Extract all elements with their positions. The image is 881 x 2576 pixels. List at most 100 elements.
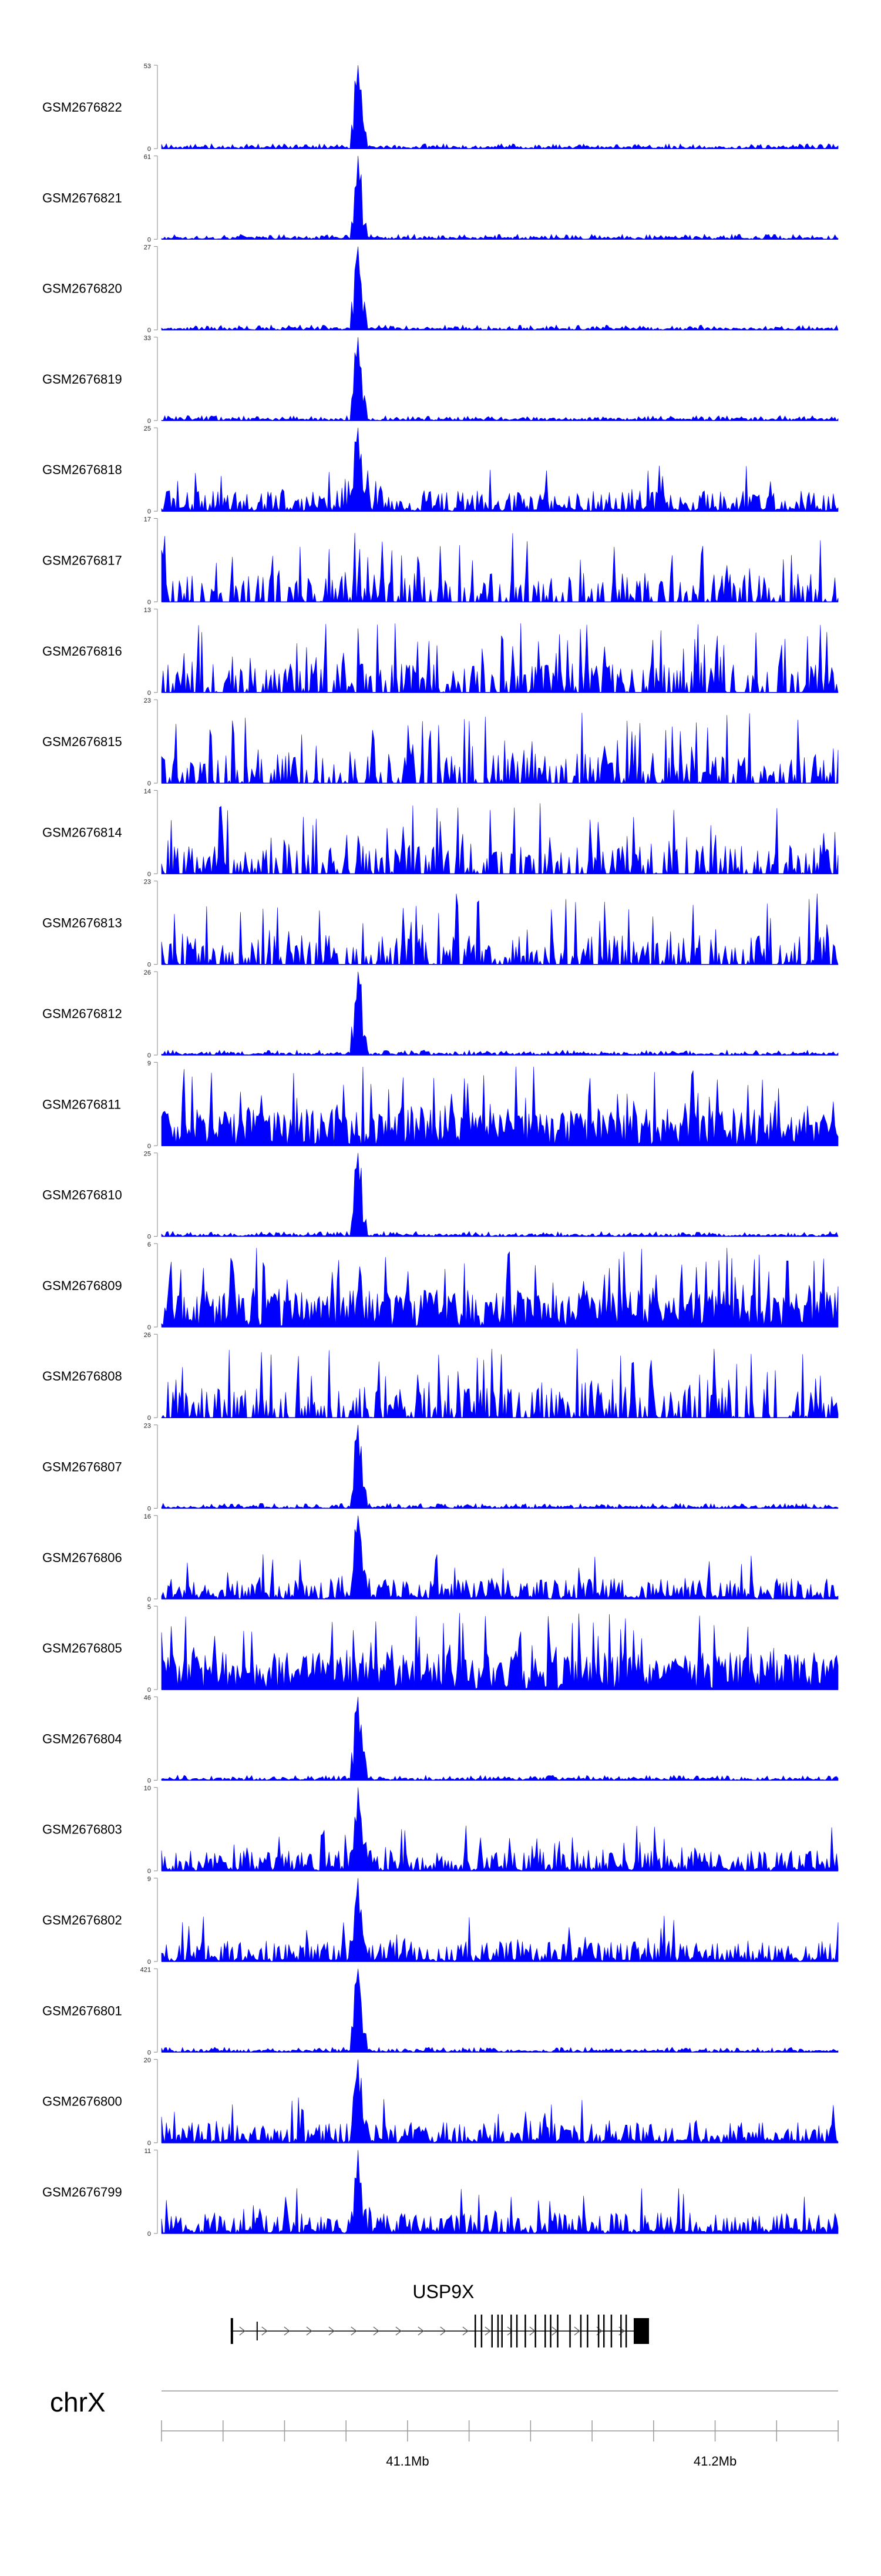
track: GSM2676813 23 0: [42, 879, 839, 969]
track-label: GSM2676801: [42, 2003, 122, 2018]
track-label: GSM2676815: [42, 734, 122, 749]
y-min-tick-label: 0: [147, 146, 151, 153]
y-max-tick-label: 421: [140, 1966, 151, 1973]
exon: [569, 2315, 571, 2347]
y-max-tick-label: 6: [147, 1241, 151, 1248]
track-label: GSM2676822: [42, 100, 122, 115]
strand-arrow: [351, 2326, 357, 2336]
y-min-tick-label: 0: [147, 780, 151, 787]
coverage-signal: [161, 971, 839, 1056]
track: GSM2676802 9 0: [42, 1876, 839, 1966]
y-max-tick-label: 61: [144, 153, 151, 160]
y-max-tick-label: 9: [147, 1060, 151, 1067]
y-max-tick-label: 26: [144, 969, 151, 976]
coverage-signal: [161, 713, 839, 784]
track: GSM2676801 421 0: [42, 1966, 839, 2056]
track: GSM2676805 5 0: [42, 1604, 839, 1694]
y-min-tick-label: 0: [147, 236, 151, 243]
track-label: GSM2676807: [42, 1460, 122, 1475]
track-label: GSM2676818: [42, 462, 122, 477]
track: GSM2676803 10 0: [42, 1785, 839, 1875]
axis-tick-label: 41.2Mb: [694, 2454, 737, 2468]
y-max-tick-label: 53: [144, 63, 151, 70]
coverage-signal: [161, 1425, 839, 1509]
y-max-tick-label: 20: [144, 2057, 151, 2064]
track-label: GSM2676806: [42, 1550, 122, 1565]
track: GSM2676807 23 0: [42, 1423, 839, 1513]
y-max-tick-label: 14: [144, 788, 151, 795]
track: GSM2676818 25 0: [42, 425, 839, 515]
track: GSM2676814 14 0: [42, 788, 839, 878]
y-min-tick-label: 0: [147, 1868, 151, 1875]
exon: [557, 2315, 559, 2347]
exon: [491, 2315, 493, 2347]
y-min-tick-label: 0: [147, 1143, 151, 1150]
coverage-signal: [161, 1613, 839, 1690]
strand-arrow: [440, 2326, 446, 2336]
strand-arrow: [507, 2326, 513, 2336]
coverage-signal: [161, 1787, 839, 1872]
coverage-signal: [161, 2059, 839, 2144]
exon: [524, 2315, 526, 2347]
y-max-tick-label: 17: [144, 516, 151, 523]
y-max-tick-label: 26: [144, 1332, 151, 1339]
strand-arrow: [261, 2326, 268, 2336]
coverage-signal: [161, 1969, 839, 2053]
exon: [256, 2322, 258, 2340]
track: GSM2676804 46 0: [42, 1694, 839, 1784]
coverage-signal: [161, 1066, 839, 1146]
track: GSM2676820 27 0: [42, 244, 839, 334]
y-max-tick-label: 9: [147, 1876, 151, 1883]
strand-arrow: [306, 2326, 312, 2336]
track-label: GSM2676811: [42, 1097, 121, 1111]
track: GSM2676815 23 0: [42, 697, 839, 787]
y-max-tick-label: 23: [144, 879, 151, 886]
y-max-tick-label: 10: [144, 1785, 151, 1792]
track: GSM2676806 16 0: [42, 1513, 839, 1603]
track-label: GSM2676803: [42, 1822, 122, 1837]
coverage-signal: [161, 246, 839, 331]
coverage-signal: [161, 623, 839, 693]
strand-arrow: [373, 2326, 379, 2336]
strand-arrow: [239, 2326, 246, 2336]
y-max-tick-label: 16: [144, 1513, 151, 1520]
track-label: GSM2676808: [42, 1369, 122, 1383]
coverage-signal: [161, 533, 839, 603]
track-label: GSM2676820: [42, 281, 122, 296]
y-min-tick-label: 0: [147, 1777, 151, 1784]
strand-arrow: [395, 2326, 402, 2336]
y-max-tick-label: 13: [144, 607, 151, 614]
track-label: GSM2676814: [42, 825, 122, 839]
exon: [550, 2315, 552, 2347]
y-min-tick-label: 0: [147, 1324, 151, 1331]
track-label: GSM2676810: [42, 1188, 122, 1203]
track-label: GSM2676800: [42, 2094, 122, 2109]
y-max-tick-label: 23: [144, 1423, 151, 1430]
y-max-tick-label: 5: [147, 1604, 151, 1611]
y-max-tick-label: 23: [144, 697, 151, 704]
y-max-tick-label: 11: [144, 2148, 151, 2155]
track: GSM2676800 20 0: [42, 2057, 839, 2147]
exon: [534, 2315, 536, 2347]
track-label: GSM2676802: [42, 1913, 122, 1927]
y-min-tick-label: 0: [147, 690, 151, 697]
track-label: GSM2676819: [42, 372, 122, 387]
strand-arrow: [574, 2326, 580, 2336]
exon: [497, 2315, 499, 2347]
track-label: GSM2676821: [42, 190, 122, 205]
exon: [516, 2315, 518, 2347]
y-min-tick-label: 0: [147, 1506, 151, 1513]
y-min-tick-label: 0: [147, 599, 151, 606]
y-min-tick-label: 0: [147, 2231, 151, 2238]
chromosome-label: chrX: [50, 2387, 106, 2417]
gene-name-label: USP9X: [412, 2281, 474, 2302]
exon: [230, 2318, 233, 2344]
exon: [480, 2315, 483, 2347]
coverage-signal: [161, 1697, 839, 1781]
track: GSM2676810 25 0: [42, 1151, 839, 1241]
strand-arrow: [485, 2326, 491, 2336]
track: GSM2676821 61 0: [42, 153, 839, 243]
y-min-tick-label: 0: [147, 418, 151, 425]
exon: [597, 2315, 600, 2347]
